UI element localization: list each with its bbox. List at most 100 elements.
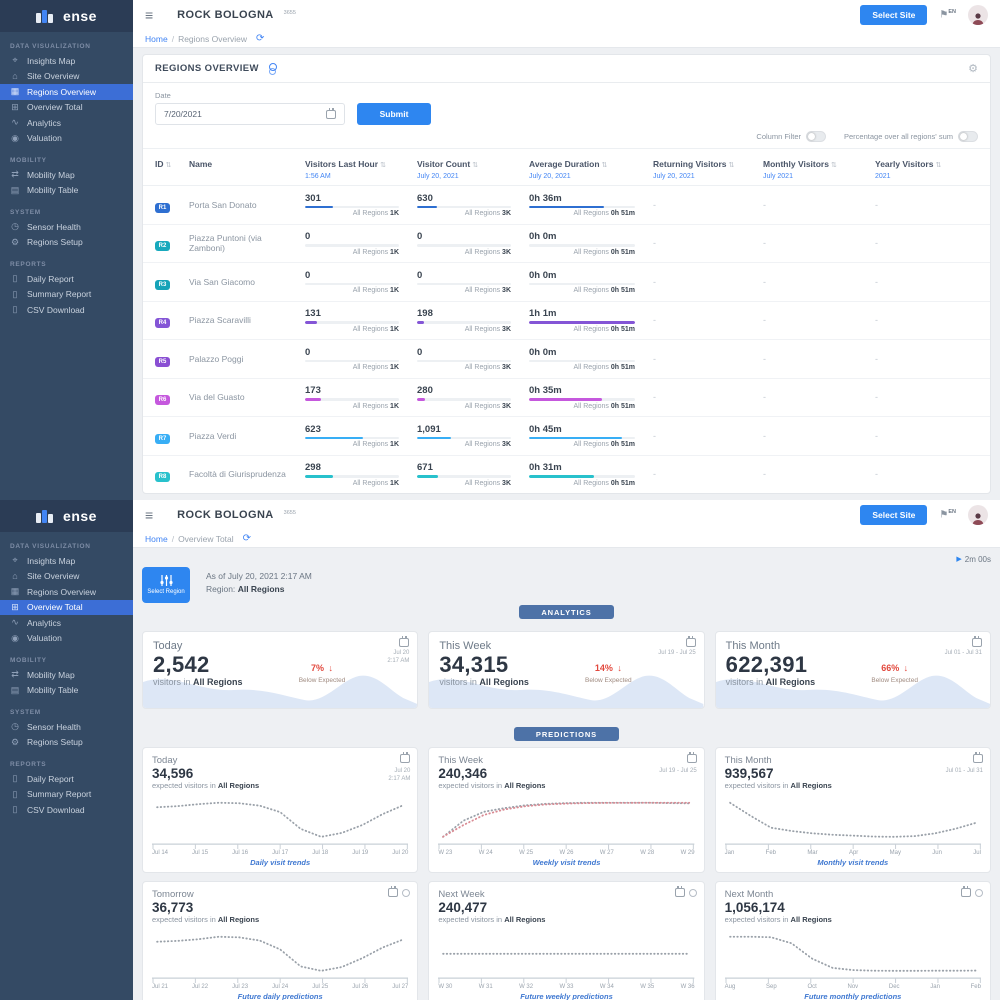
column-header-visitors-last-hour[interactable]: Visitors Last Hour ⇅ 1:56 AM: [305, 159, 386, 180]
sort-icon[interactable]: ⇅: [728, 162, 735, 169]
sidebar-item-summary-report[interactable]: ▯ Summary Report: [0, 787, 133, 803]
table-row[interactable]: R5 Palazzo Poggi 0 All Regions 1K 0 All Regio…: [143, 340, 990, 379]
avatar[interactable]: [968, 5, 988, 25]
sidebar-item-mobility-map[interactable]: ⇄ Mobility Map: [0, 167, 133, 183]
sort-icon[interactable]: ⇅: [380, 162, 386, 169]
region-name: Piazza Scaravilli: [189, 315, 251, 326]
sidebar-item-label: Overview Total: [27, 102, 83, 113]
sidebar-item-overview-total[interactable]: ⊞ Overview Total: [0, 100, 133, 116]
visitors-last-hour-cell: 298 All Regions 1K: [305, 462, 399, 487]
menu-icon[interactable]: ≡: [145, 507, 154, 523]
table-row[interactable]: R6 Via del Guasto 173 All Regions 1K 280 All …: [143, 379, 990, 417]
sidebar-item-site-overview[interactable]: ⌂ Site Overview: [0, 69, 133, 85]
returning-visitors-value: -: [653, 469, 656, 480]
insights-map-icon: ⌖: [12, 555, 18, 566]
select-region-button[interactable]: Select Region: [142, 567, 190, 603]
sidebar-item-insights-map[interactable]: ⌖ Insights Map: [0, 53, 133, 69]
sidebar-item-csv-download[interactable]: ▯ CSV Download: [0, 302, 133, 318]
table-row[interactable]: R8 Facoltà di Giurisprudenza 298 All Region…: [143, 456, 990, 494]
chart-caption-link[interactable]: Weekly visit trends: [532, 858, 601, 867]
column-header-id[interactable]: ID ⇅: [155, 159, 172, 169]
chart-caption-link[interactable]: Future daily predictions: [237, 992, 323, 1000]
gear-icon[interactable]: ⚙: [968, 63, 978, 75]
sidebar-item-analytics[interactable]: ∿ Analytics: [0, 615, 133, 631]
sidebar-item-mobility-map[interactable]: ⇄ Mobility Map: [0, 667, 133, 683]
average-duration-cell: 0h 45m All Regions 0h 51m: [529, 423, 635, 448]
play-icon[interactable]: ▶: [956, 556, 962, 563]
column-header-yearly-visitors[interactable]: Yearly Visitors ⇅ 2021: [875, 159, 942, 180]
column-filter-toggle[interactable]: [806, 131, 826, 142]
sidebar-item-valuation[interactable]: ◉ Valuation: [0, 131, 133, 147]
chart-caption-link[interactable]: Daily visit trends: [250, 858, 311, 867]
sidebar-item-summary-report[interactable]: ▯ Summary Report: [0, 287, 133, 303]
chart-caption-link[interactable]: Monthly visit trends: [817, 858, 889, 867]
sidebar-item-regions-setup[interactable]: ⚙ Regions Setup: [0, 735, 133, 751]
submit-button[interactable]: Submit: [357, 103, 431, 125]
column-header-name: Name: [189, 159, 213, 169]
sort-icon[interactable]: ⇅: [472, 162, 479, 169]
visitor-count-cell: 0 All Regions 3K: [417, 231, 511, 256]
sidebar-item-label: Mobility Table: [27, 685, 79, 696]
refresh-icon[interactable]: ⟳: [256, 33, 265, 44]
sidebar-item-valuation[interactable]: ◉ Valuation: [0, 631, 133, 647]
sidebar-item-csv-download[interactable]: ▯ CSV Download: [0, 802, 133, 818]
sort-icon[interactable]: ⇅: [935, 162, 942, 169]
card-title: Next Week: [438, 889, 485, 900]
table-row[interactable]: R4 Piazza Scaravilli 131 All Regions 1K 198 A…: [143, 302, 990, 340]
date-input[interactable]: [155, 103, 345, 125]
sidebar-item-site-overview[interactable]: ⌂ Site Overview: [0, 569, 133, 585]
chart-caption-link[interactable]: Future monthly predictions: [804, 992, 902, 1000]
info-icon[interactable]: [402, 888, 411, 897]
sidebar-item-insights-map[interactable]: ⌖ Insights Map: [0, 553, 133, 569]
sidebar-item-regions-overview[interactable]: ▦ Regions Overview: [0, 584, 133, 600]
breadcrumb-home-link[interactable]: Home: [145, 33, 168, 44]
column-header-average-duration[interactable]: Average Duration ⇅ July 20, 2021: [529, 159, 608, 180]
table-row[interactable]: R3 Via San Giacomo 0 All Regions 1K 0 All Reg…: [143, 263, 990, 302]
x-axis-label: Jul 21: [152, 984, 169, 990]
table-row[interactable]: R2 Piazza Puntoni (via Zamboni) 0 All Regio…: [143, 225, 990, 263]
percentage-toggle[interactable]: [958, 131, 978, 142]
x-axis-label: Apr: [848, 850, 859, 856]
language-selector[interactable]: ⚑EN: [939, 9, 956, 20]
region-label: Region:: [206, 583, 236, 594]
sidebar-item-overview-total[interactable]: ⊞ Overview Total: [0, 599, 133, 615]
sidebar: ense DATA VISUALIZATION ⌖ Insights Map ⌂ Sit…: [0, 500, 133, 1000]
calendar-icon[interactable]: [326, 107, 336, 119]
sidebar-item-daily-report[interactable]: ▯ Daily Report: [0, 271, 133, 287]
sidebar-item-regions-setup[interactable]: ⚙ Regions Setup: [0, 235, 133, 251]
sort-icon[interactable]: ⇅: [165, 162, 172, 169]
menu-icon[interactable]: ≡: [145, 7, 154, 23]
info-icon[interactable]: [688, 888, 697, 897]
sidebar-item-regions-overview[interactable]: ▦ Regions Overview: [0, 84, 133, 100]
calendar-icon: [399, 636, 410, 647]
sidebar-item-daily-report[interactable]: ▯ Daily Report: [0, 771, 133, 787]
column-header-monthly-visitors[interactable]: Monthly Visitors ⇅ July 2021: [763, 159, 837, 180]
sidebar-item-mobility-table[interactable]: ▤ Mobility Table: [0, 683, 133, 699]
breadcrumb-home-link[interactable]: Home: [145, 533, 168, 544]
language-code: EN: [948, 9, 956, 16]
sidebar-item-analytics[interactable]: ∿ Analytics: [0, 115, 133, 131]
select-site-button[interactable]: Select Site: [860, 505, 928, 525]
visitors-last-hour-cell: 173 All Regions 1K: [305, 385, 399, 410]
sidebar-item-sensor-health[interactable]: ◷ Sensor Health: [0, 219, 133, 235]
column-header-returning-visitors[interactable]: Returning Visitors ⇅ July 20, 2021: [653, 159, 735, 180]
x-axis-labels: Jul 21 Jul 22 Jul 23 Jul 24 Jul 25 Jul 26 Jul …: [152, 984, 408, 990]
column-header-visitor-count[interactable]: Visitor Count ⇅ July 20, 2021: [417, 159, 479, 180]
avatar[interactable]: [968, 505, 988, 525]
sidebar-item-mobility-table[interactable]: ▤ Mobility Table: [0, 183, 133, 199]
refresh-icon[interactable]: ⟳: [242, 533, 252, 544]
sort-icon[interactable]: ⇅: [830, 162, 837, 169]
brand-logo[interactable]: ense: [0, 500, 133, 532]
date-field[interactable]: [164, 109, 304, 119]
info-icon[interactable]: [974, 888, 983, 897]
trend-wave: [429, 675, 704, 708]
sidebar-item-sensor-health[interactable]: ◷ Sensor Health: [0, 719, 133, 735]
table-row[interactable]: R7 Piazza Verdi 623 All Regions 1K 1,091 All …: [143, 417, 990, 456]
sort-icon[interactable]: ⇅: [601, 162, 608, 169]
chart-caption-link[interactable]: Future weekly predictions: [520, 992, 613, 1000]
table-row[interactable]: R1 Porta San Donato 301 All Regions 1K 630 Al…: [143, 186, 990, 225]
language-selector[interactable]: ⚑EN: [939, 509, 956, 520]
select-site-button[interactable]: Select Site: [860, 5, 928, 25]
calendar-icon: [971, 636, 982, 647]
brand-logo[interactable]: ense: [0, 0, 133, 32]
